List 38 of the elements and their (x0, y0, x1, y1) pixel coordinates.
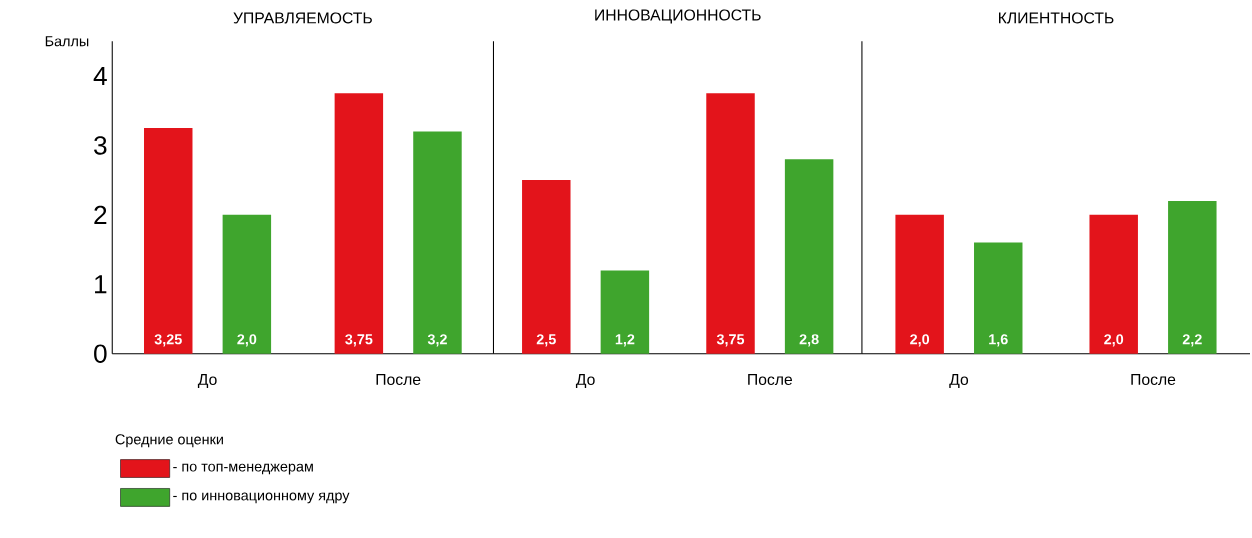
data-label: 2,8 (799, 333, 819, 347)
y-tick-label: 1 (95, 275, 107, 294)
legend-label: - по инновационному ядру (173, 492, 350, 504)
bar (413, 131, 462, 354)
y-tick-label: 2 (94, 205, 107, 224)
data-label: 2,0 (237, 333, 257, 347)
bar (144, 127, 193, 354)
data-label: 3,25 (154, 333, 182, 347)
y-tick-label: 3 (94, 135, 107, 155)
bar (600, 270, 650, 354)
chart-title: УПРАВЛЯЕМОСТЬ (233, 12, 372, 24)
chart-title: ИННОВАЦИОННОСТЬ (595, 9, 761, 24)
x-tick-label: После (376, 373, 421, 385)
data-label: 2,0 (910, 333, 930, 347)
data-label: 3,75 (716, 333, 745, 347)
y-tick-label: 0 (94, 344, 107, 363)
y-axis-title: Баллы (45, 36, 89, 47)
chart-title: КЛИЕНТНОСТЬ (999, 12, 1114, 24)
x-tick-label: До (197, 373, 217, 388)
data-label: 2,5 (536, 333, 556, 347)
data-label: 2,0 (1104, 333, 1124, 347)
data-label: 2,2 (1182, 333, 1202, 347)
legend-title: Средние оценки (115, 434, 223, 448)
legend-label: - по топ-менеджерам (173, 463, 313, 475)
bar (334, 93, 384, 354)
data-label: 3,2 (427, 333, 447, 347)
bar (706, 93, 755, 354)
x-tick-label: До (949, 373, 969, 388)
data-label: 1,2 (615, 333, 635, 347)
y-tick-label: 4 (93, 66, 107, 85)
data-label: 3,75 (345, 333, 373, 347)
bar (784, 159, 834, 354)
data-label: 1,6 (989, 333, 1008, 347)
x-tick-label: После (1131, 373, 1176, 385)
x-tick-label: До (575, 373, 595, 388)
bar (222, 214, 272, 354)
bar (522, 179, 571, 354)
x-tick-label: После (748, 373, 793, 385)
